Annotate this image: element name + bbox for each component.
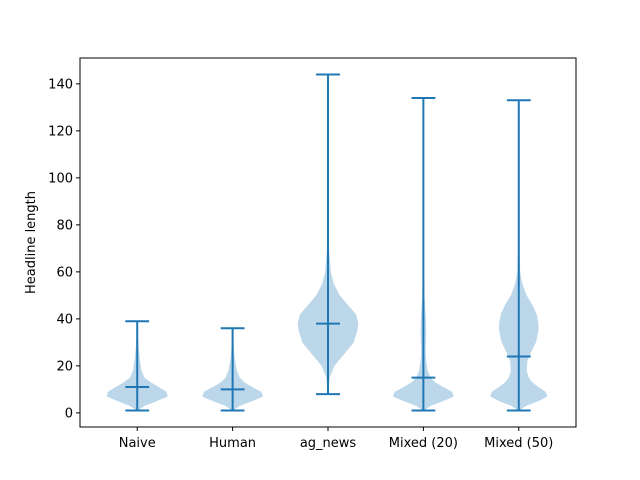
x-tick-label: Human (209, 436, 256, 451)
violin-group (106, 73, 548, 412)
y-axis: 0 20 40 60 80 100 120 140 (48, 77, 80, 421)
y-tick-label: 60 (56, 265, 73, 280)
y-tick-label: 120 (48, 124, 73, 139)
x-tick-label: Naive (119, 436, 156, 451)
y-tick-label: 20 (56, 359, 73, 374)
y-tick-label: 140 (48, 77, 73, 92)
x-tick-label: Mixed (50) (484, 436, 553, 451)
x-tick-label: Mixed (20) (389, 436, 458, 451)
y-tick-label: 40 (56, 312, 73, 327)
plot-frame (79, 57, 577, 428)
y-tick-label: 80 (56, 218, 73, 233)
y-tick-label: 100 (48, 171, 73, 186)
y-tick-label: 0 (65, 406, 73, 421)
y-axis-label: Headline length (24, 191, 39, 294)
x-tick-label: ag_news (300, 436, 357, 451)
x-axis: Naive Human ag_news Mixed (20) Mixed (50) (119, 427, 553, 451)
